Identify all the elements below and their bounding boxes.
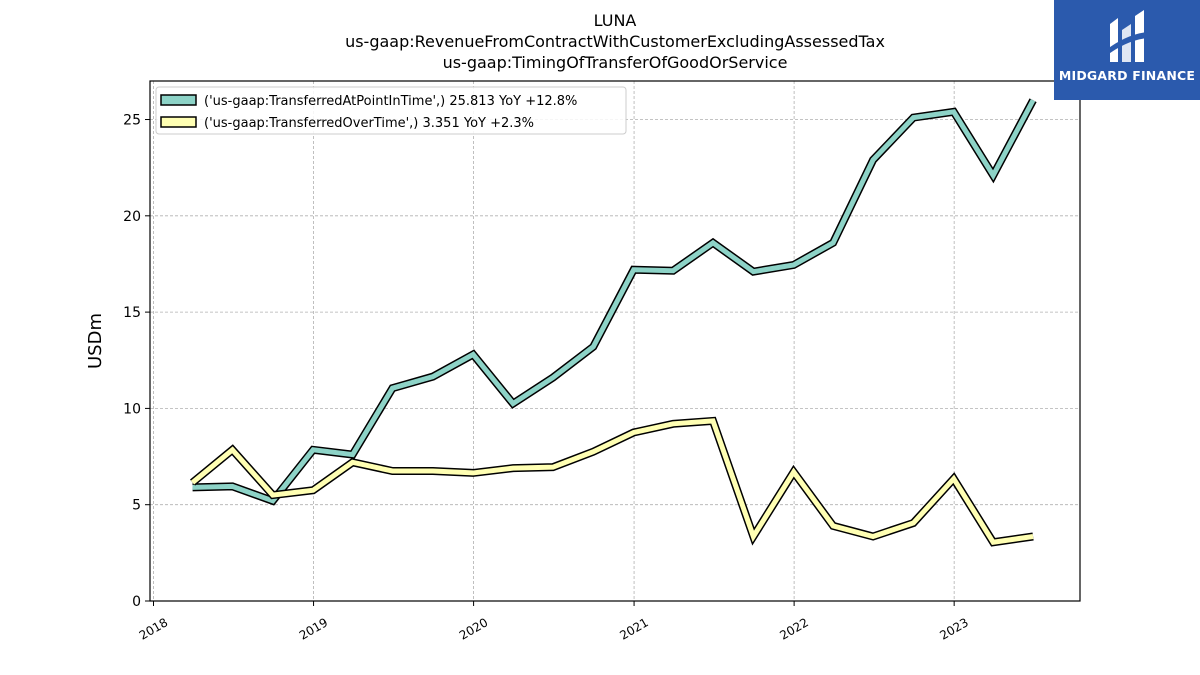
y-tick-label: 5: [132, 498, 141, 514]
x-tick-label: 2019: [297, 615, 330, 642]
series-lines: [189, 98, 1037, 547]
legend-label: ('us-gaap:TransferredOverTime',) 3.351 Y…: [204, 116, 534, 131]
logo-text: MIDGARD FINANCE: [1058, 68, 1196, 83]
x-tick-label: 2023: [937, 615, 970, 642]
legend: ('us-gaap:TransferredAtPointInTime',) 25…: [155, 86, 627, 135]
plot-frame: [149, 80, 1081, 602]
midgard-finance-logo: MIDGARD FINANCE: [1054, 0, 1200, 100]
chart-subtitle-1: us-gaap:RevenueFromContractWithCustomerE…: [345, 32, 885, 51]
x-tick-label: 2020: [457, 615, 490, 642]
y-tick-label: 20: [123, 209, 141, 225]
series-2-line: [190, 418, 1034, 545]
legend-box: [155, 86, 627, 135]
chart-subtitle-2: us-gaap:TimingOfTransferOfGoodOrService: [442, 53, 788, 72]
x-tick-label: 2018: [137, 615, 170, 642]
series-1-line: [192, 99, 1036, 504]
x-tick-label: 2022: [777, 615, 810, 642]
legend-label: ('us-gaap:TransferredAtPointInTime',) 25…: [204, 94, 577, 109]
axes: 0 5 10 15 20 25 2018 2019 2020 2021 2022 2023 USDm: [85, 113, 971, 643]
legend-swatch: [160, 94, 197, 106]
midgard-finance-logo-mark-icon: [1106, 10, 1148, 62]
y-tick-label: 15: [123, 305, 141, 321]
y-axis-label: USDm: [85, 313, 106, 369]
chart-title: LUNA: [593, 11, 637, 30]
grid: [150, 81, 1080, 602]
y-tick-label: 10: [123, 401, 141, 417]
x-tick-label: 2021: [617, 615, 650, 642]
y-tick-label: 0: [132, 594, 141, 610]
y-tick-label: 25: [123, 113, 141, 129]
legend-swatch: [160, 116, 197, 128]
